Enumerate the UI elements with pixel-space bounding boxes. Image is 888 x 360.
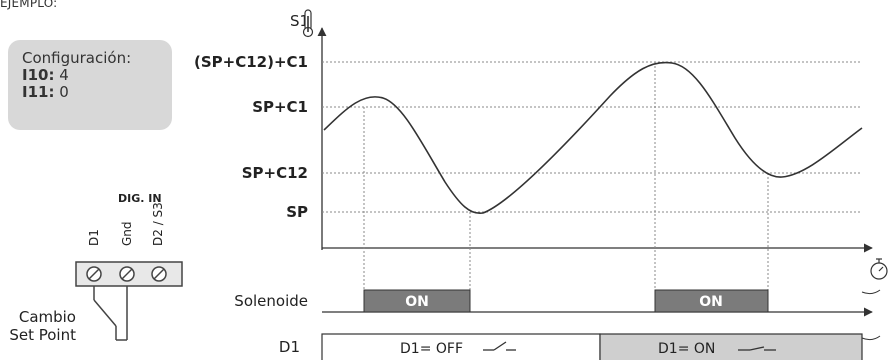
pin-label-d2s3: D2 / S3 <box>151 202 165 246</box>
solenoide-pulse <box>363 289 471 313</box>
timer-icon <box>870 258 888 280</box>
switch-label-line1: Cambio <box>19 308 76 326</box>
solenoide-pulse-label: ON <box>405 294 429 310</box>
pin-label-gnd: Gnd <box>120 221 134 246</box>
y-axis-label: S1 <box>290 12 309 30</box>
screw-icon <box>119 266 135 282</box>
d1-label: D1 <box>279 338 300 356</box>
d1-off-segment <box>321 333 601 360</box>
level-label-spc12: SP+C12 <box>242 164 308 182</box>
example-heading: EJEMPLO: <box>0 0 58 10</box>
switch-label-line2: Set Point <box>9 326 76 344</box>
thermometer-icon <box>302 9 314 38</box>
solenoide-pulse-label: ON <box>699 294 723 310</box>
switch-closed-icon <box>738 346 776 351</box>
level-label-sp: SP <box>286 203 308 221</box>
level-label-spc12c1: (SP+C12)+C1 <box>194 53 308 71</box>
level-label-spc1: SP+C1 <box>252 98 308 116</box>
d1-end-mark <box>861 335 881 341</box>
config-line-i10: I10: 4 <box>22 66 69 84</box>
solenoide-pulse <box>654 289 769 313</box>
solenoide-label: Solenoide <box>234 292 308 310</box>
d1-on-segment <box>599 333 863 360</box>
d1-off-label: D1= OFF <box>400 341 463 357</box>
solenoide-row: Solenoide ON ON <box>234 289 881 317</box>
config-box: Configuración: I10: 4 I11: 0 <box>8 40 172 130</box>
switch-open-icon <box>483 341 516 351</box>
config-line-i11: I11: 0 <box>22 83 69 101</box>
screw-icon <box>86 266 102 282</box>
terminal-block: DIG. IN D1 Gnd D2 / S3 Cambio Set Point <box>9 192 183 344</box>
d1-on-label: D1= ON <box>658 341 715 357</box>
d1-row: D1 D1= OFF D1= ON <box>279 333 881 360</box>
pin-label-d1: D1 <box>87 229 101 246</box>
graph: S1 (SP+C12)+C1 SP+C1 SP+C12 SP <box>194 9 888 290</box>
solenoide-end-mark <box>861 289 881 295</box>
config-title: Configuración: <box>22 49 132 67</box>
terminal-label: DIG. IN <box>118 192 162 205</box>
temperature-curve <box>323 61 863 214</box>
screw-icon <box>151 266 167 282</box>
switch-wiring <box>93 286 128 341</box>
